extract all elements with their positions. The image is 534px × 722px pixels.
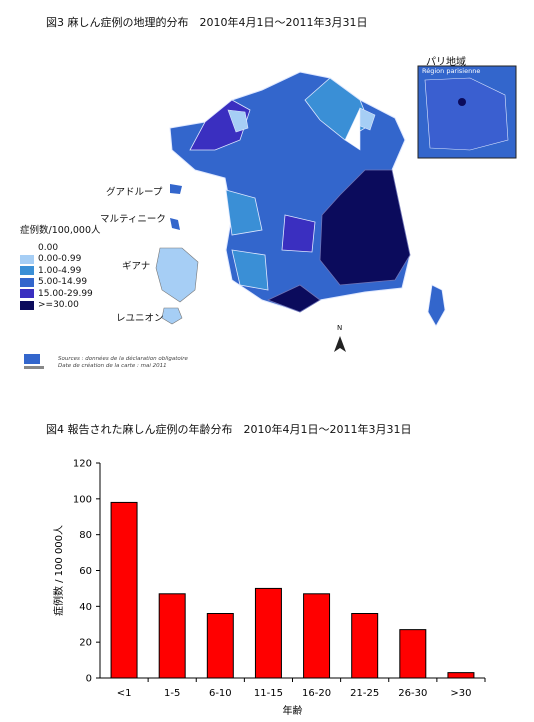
inset-label: Région parisienne [422,67,481,75]
x-tick-label: 1-5 [164,688,180,699]
x-tick-label: >30 [450,688,471,699]
label-guadeloupe: グアドループ [106,187,163,198]
y-axis-label: 症例数 / 100 000人 [52,525,65,616]
x-tick-label: 16-20 [302,688,331,699]
legend-item: >=30.00 [20,300,101,312]
label-reunion: レユニオン [116,313,164,324]
north-arrow [334,336,346,352]
x-axis-label: 年齢 [283,704,303,717]
x-tick-label: <1 [117,688,132,699]
guadeloupe-shape [170,184,182,194]
reunion-shape [161,307,183,325]
y-tick-label: 100 [73,494,92,505]
legend-swatch [20,266,34,276]
legend-item: 0.00-0.99 [20,254,101,266]
label-north: N [337,324,343,332]
chart-bars [110,501,475,679]
bar-8 [447,672,475,679]
x-tick-label: 11-15 [254,688,283,699]
y-tick-label: 120 [73,459,92,470]
x-tick-label: 6-10 [209,688,232,699]
figure4-title: 図4 報告された麻しん症例の年齢分布 2010年4月1日～2011年3月31日 [46,423,412,436]
bar-7 [399,629,427,679]
figure3-title: 図3 麻しん症例の地理的分布 2010年4月1日～2011年3月31日 [46,16,368,29]
mainland-france [169,71,411,313]
bar-3 [206,613,234,679]
inset-title: パリ地域 [426,57,466,68]
legend-swatch [20,254,34,264]
y-tick-label: 80 [79,530,92,541]
y-tick-labels: 0 20 40 60 80 100 120 [73,459,92,685]
age-distribution-chart: <1 1-5 6-10 11-15 16-20 21-25 26-30 >30 0 20 40 60… [52,459,486,717]
legend-swatch [20,300,34,310]
map-source: Sources : données de la déclaration obli… [58,356,188,370]
legend-item-label: 0.00 [38,242,59,253]
bar-5 [303,593,331,679]
label-martinique: マルティニーク [100,214,166,225]
legend-item: 5.00-14.99 [20,277,101,289]
bar-4 [254,587,282,679]
bar-6 [351,613,379,679]
x-tick-label: 21-25 [350,688,379,699]
legend-item-label: 0.00-0.99 [38,254,82,265]
legend-item-label: 5.00-14.99 [38,277,88,288]
legend-swatch [20,243,34,253]
legend-item: 0.00 [20,242,101,254]
legend-swatch [20,277,34,287]
y-tick-label: 20 [79,638,92,649]
institute-logo [22,352,46,372]
legend-item-label: 15.00-29.99 [38,288,93,299]
bar-1 [110,501,138,679]
y-tick-label: 60 [79,566,92,577]
chart-axes [96,462,486,682]
legend-item: 1.00-4.99 [20,265,101,277]
map-legend: 症例数/100,000人 0.00 0.00-0.99 1.00-4.99 5.… [20,222,101,311]
legend-title: 症例数/100,000人 [20,225,101,236]
source-line-1: Sources : données de la déclaration obli… [58,356,188,362]
bar-2 [158,593,186,679]
paris-inset [417,65,517,159]
legend-item-label: >=30.00 [38,300,79,311]
y-tick-label: 40 [79,602,92,613]
legend-swatch [20,289,34,299]
x-tick-labels: <1 1-5 6-10 11-15 16-20 21-25 26-30 >30 [117,688,472,699]
france-choropleth-map [155,65,517,352]
martinique-shape [170,218,180,230]
legend-item: 15.00-29.99 [20,288,101,300]
label-guyane: ギアナ [122,261,151,272]
source-line-2: Date de création de la carte : mai 2011 [58,363,167,369]
x-tick-label: 26-30 [398,688,427,699]
legend-item-label: 1.00-4.99 [38,265,82,276]
corsica-shape [427,284,446,327]
y-tick-label: 0 [86,674,92,685]
guyane-shape [155,247,199,303]
